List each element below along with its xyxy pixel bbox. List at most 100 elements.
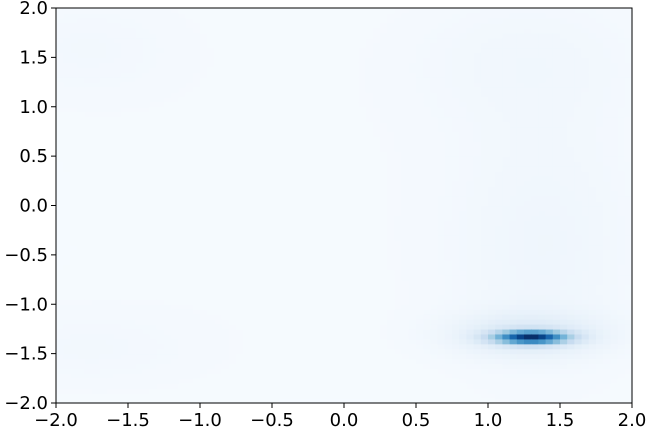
heatmap-cell bbox=[200, 274, 208, 281]
heatmap-cell bbox=[135, 269, 143, 276]
heatmap-cell bbox=[221, 62, 230, 68]
heatmap-cell bbox=[128, 398, 136, 404]
heatmap-cell bbox=[459, 259, 467, 266]
heatmap-cell bbox=[452, 274, 460, 281]
heatmap-cell bbox=[142, 57, 151, 63]
heatmap-cell bbox=[394, 87, 403, 93]
heatmap-cell bbox=[236, 37, 244, 44]
heatmap-cell bbox=[286, 279, 295, 286]
heatmap-cell bbox=[214, 77, 223, 83]
heatmap-cell bbox=[358, 96, 367, 103]
heatmap-cell bbox=[164, 269, 172, 276]
heatmap-cell bbox=[423, 8, 431, 14]
heatmap-cell bbox=[300, 393, 309, 399]
heatmap-cell bbox=[502, 363, 511, 370]
heatmap-cell bbox=[322, 175, 331, 182]
heatmap-cell bbox=[365, 304, 374, 310]
heatmap-cell bbox=[401, 101, 410, 108]
heatmap-cell bbox=[128, 57, 136, 63]
heatmap-cell bbox=[372, 398, 381, 404]
heatmap-cell bbox=[142, 378, 151, 384]
heatmap-cell bbox=[401, 383, 410, 389]
heatmap-cell bbox=[236, 185, 244, 192]
heatmap-cell bbox=[344, 314, 352, 320]
heatmap-cell bbox=[192, 279, 201, 286]
heatmap-cell bbox=[459, 245, 467, 251]
heatmap-cell bbox=[286, 77, 295, 83]
heatmap-cell bbox=[473, 240, 482, 246]
heatmap-cell bbox=[128, 284, 136, 291]
heatmap-cell bbox=[106, 22, 115, 29]
heatmap-cell bbox=[437, 111, 446, 118]
heatmap-cell bbox=[257, 62, 266, 68]
heatmap-cell bbox=[480, 200, 489, 207]
heatmap-cell bbox=[488, 358, 496, 365]
heatmap-cell bbox=[358, 47, 367, 54]
heatmap-cell bbox=[63, 91, 71, 98]
heatmap-cell bbox=[394, 353, 403, 360]
heatmap-cell bbox=[401, 343, 410, 350]
heatmap-cell bbox=[243, 175, 251, 182]
heatmap-cell bbox=[207, 328, 215, 335]
heatmap-cell bbox=[444, 289, 453, 295]
heatmap-cell bbox=[178, 32, 187, 39]
heatmap-cell bbox=[228, 146, 237, 152]
heatmap-cell bbox=[430, 254, 439, 261]
heatmap-cell bbox=[480, 358, 489, 365]
heatmap-cell bbox=[336, 17, 345, 24]
heatmap-cell bbox=[430, 274, 439, 281]
heatmap-cell bbox=[380, 111, 388, 118]
heatmap-cell bbox=[394, 289, 403, 295]
heatmap-cell bbox=[279, 314, 287, 320]
heatmap-cell bbox=[293, 27, 302, 34]
heatmap-cell bbox=[243, 62, 251, 68]
heatmap-cell bbox=[156, 195, 165, 202]
heatmap-cell bbox=[459, 215, 467, 221]
heatmap-cell bbox=[459, 388, 467, 394]
heatmap-cell bbox=[92, 353, 100, 360]
heatmap-cell bbox=[70, 37, 79, 44]
heatmap-cell bbox=[315, 358, 323, 365]
heatmap-cell bbox=[336, 166, 345, 172]
heatmap-cell bbox=[351, 77, 359, 83]
heatmap-cell bbox=[459, 294, 467, 300]
heatmap-cell bbox=[408, 32, 417, 39]
heatmap-cell bbox=[149, 8, 158, 14]
heatmap-cell bbox=[236, 77, 244, 83]
heatmap-cell bbox=[279, 17, 287, 24]
heatmap-cell bbox=[200, 8, 208, 14]
heatmap-cell bbox=[358, 156, 367, 162]
heatmap-cell bbox=[106, 27, 115, 34]
heatmap-cell bbox=[250, 101, 259, 108]
heatmap-cell bbox=[401, 195, 410, 202]
heatmap-cell bbox=[387, 17, 395, 24]
heatmap-cell bbox=[300, 254, 309, 261]
heatmap-cell bbox=[329, 180, 338, 187]
heatmap-cell bbox=[437, 393, 446, 399]
heatmap-cell bbox=[92, 304, 100, 310]
heatmap-cell bbox=[459, 72, 467, 78]
heatmap-cell bbox=[156, 289, 165, 295]
heatmap-cell bbox=[336, 245, 345, 251]
heatmap-cell bbox=[250, 91, 259, 98]
heatmap-cell bbox=[459, 358, 467, 365]
heatmap-cell bbox=[286, 195, 295, 202]
heatmap-cell bbox=[63, 299, 71, 305]
heatmap-cell bbox=[394, 131, 403, 137]
heatmap-cell bbox=[113, 161, 122, 167]
heatmap-cell bbox=[473, 101, 482, 108]
heatmap-cell bbox=[387, 175, 395, 182]
heatmap-cell bbox=[495, 210, 503, 216]
heatmap-cell bbox=[315, 205, 323, 212]
heatmap-cell bbox=[401, 111, 410, 118]
heatmap-cell bbox=[300, 116, 309, 123]
heatmap-cell bbox=[84, 72, 93, 78]
heatmap-cell bbox=[264, 363, 273, 370]
heatmap-cell bbox=[365, 240, 374, 246]
heatmap-cell bbox=[207, 131, 215, 137]
heatmap-cell bbox=[365, 195, 374, 202]
heatmap-cell bbox=[257, 383, 266, 389]
heatmap-cell bbox=[142, 22, 151, 29]
heatmap-cell bbox=[416, 156, 424, 162]
heatmap-cell bbox=[430, 131, 439, 137]
